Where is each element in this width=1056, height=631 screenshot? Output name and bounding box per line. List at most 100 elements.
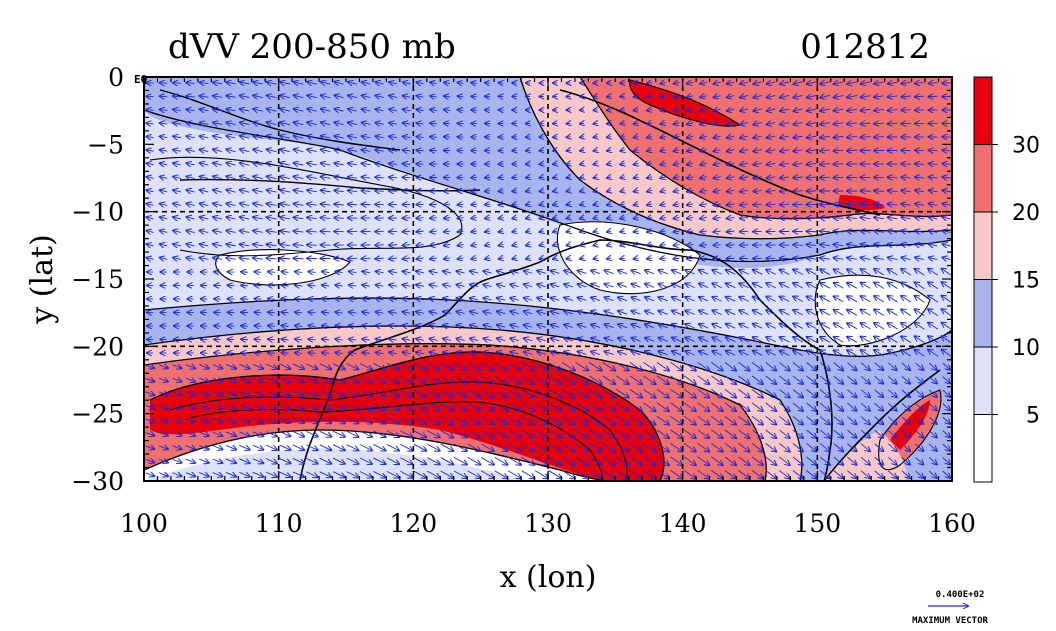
wind-arrow xyxy=(416,218,424,219)
vector-key-value: 0.400E+02 xyxy=(936,590,985,600)
wind-arrow xyxy=(901,204,911,205)
wind-arrow xyxy=(631,270,641,273)
region-white-patch-2 xyxy=(557,221,700,294)
wind-arrow xyxy=(458,96,464,97)
wind-arrow xyxy=(874,96,884,97)
wind-arrow xyxy=(471,218,477,219)
wind-arrow xyxy=(834,82,844,84)
wind-arrow xyxy=(213,136,223,138)
wind-arrow xyxy=(739,270,749,275)
wind-arrow xyxy=(700,150,707,152)
wind-arrow xyxy=(280,122,290,124)
wind-arrow xyxy=(580,164,584,165)
wind-arrow xyxy=(915,96,925,97)
wind-arrow xyxy=(226,96,236,98)
wind-arrow xyxy=(307,217,317,218)
wind-arrow xyxy=(727,218,735,219)
wind-arrow xyxy=(280,136,290,138)
wind-arrow xyxy=(226,109,236,111)
wind-arrow xyxy=(874,244,884,246)
wind-arrow xyxy=(674,190,680,191)
wind-arrow xyxy=(186,176,195,178)
wind-arrow xyxy=(146,136,154,137)
wind-arrow xyxy=(767,218,776,219)
wind-arrow xyxy=(240,244,250,246)
wind-arrow xyxy=(213,123,223,125)
wind-arrow xyxy=(567,150,571,151)
wind-arrow xyxy=(255,299,262,300)
wind-arrow xyxy=(861,191,871,192)
wind-arrow xyxy=(620,83,625,84)
wind-arrow xyxy=(660,96,666,97)
wind-arrow xyxy=(593,177,597,178)
wind-arrow xyxy=(526,218,530,219)
wind-arrow xyxy=(430,271,438,273)
wind-arrow xyxy=(727,177,735,179)
wind-arrow xyxy=(348,122,358,124)
wind-arrow xyxy=(280,258,291,259)
wind-arrow xyxy=(687,204,694,205)
wind-arrow xyxy=(240,149,250,151)
wind-arrow xyxy=(444,204,451,205)
wind-arrow xyxy=(942,163,951,164)
wind-arrow xyxy=(834,218,844,219)
wind-arrow xyxy=(793,123,803,125)
wind-arrow xyxy=(375,96,384,98)
wind-arrow xyxy=(376,271,384,272)
wind-arrow xyxy=(512,258,516,259)
colorbar-label: 10 xyxy=(1012,336,1040,361)
wind-arrow xyxy=(321,149,331,151)
wind-arrow xyxy=(255,272,262,273)
wind-arrow xyxy=(430,123,437,124)
colorbar-segment xyxy=(973,279,993,348)
wind-arrow xyxy=(567,137,571,138)
wind-arrow xyxy=(660,150,665,151)
wind-arrow xyxy=(253,163,263,165)
wind-arrow xyxy=(553,245,557,246)
wind-arrow xyxy=(362,271,370,272)
wind-arrow xyxy=(647,190,652,191)
wind-arrow xyxy=(593,123,597,124)
wind-arrow xyxy=(267,204,277,206)
wind-arrow xyxy=(727,82,735,84)
wind-arrow xyxy=(567,231,571,232)
wind-arrow xyxy=(727,150,735,152)
wind-arrow xyxy=(253,203,263,205)
equator-label: EQ xyxy=(134,73,148,86)
wind-arrow xyxy=(726,270,736,274)
wind-arrow xyxy=(471,191,477,192)
wind-arrow xyxy=(240,203,250,205)
wind-arrow xyxy=(580,258,584,259)
wind-arrow xyxy=(674,163,680,164)
wind-arrow xyxy=(280,149,290,151)
wind-arrow xyxy=(267,163,277,165)
wind-arrow xyxy=(267,82,277,84)
wind-arrow xyxy=(847,136,858,137)
wind-arrow xyxy=(430,96,437,97)
wind-arrow xyxy=(226,203,236,205)
wind-arrow xyxy=(321,231,331,232)
wind-arrow xyxy=(348,177,358,178)
wind-arrow xyxy=(240,109,250,111)
wind-arrow xyxy=(674,231,680,232)
wind-arrow xyxy=(780,109,790,111)
wind-arrow xyxy=(834,244,844,245)
wind-arrow xyxy=(753,163,762,165)
wind-arrow xyxy=(620,258,624,259)
wind-arrow xyxy=(687,82,694,83)
wind-arrow xyxy=(901,217,911,219)
wind-arrow xyxy=(226,217,236,219)
wind-arrow xyxy=(294,204,304,206)
wind-arrow xyxy=(280,176,290,178)
wind-arrow xyxy=(942,137,951,138)
wind-arrow xyxy=(389,164,398,165)
wind-arrow xyxy=(403,271,411,273)
wind-arrow xyxy=(253,136,263,138)
wind-arrow xyxy=(499,244,504,245)
wind-arrow xyxy=(375,258,384,259)
wind-arrow xyxy=(942,231,951,233)
wind-arrow xyxy=(389,285,397,286)
wind-arrow xyxy=(888,204,898,205)
wind-arrow xyxy=(540,244,544,245)
wind-arrow xyxy=(240,122,250,124)
